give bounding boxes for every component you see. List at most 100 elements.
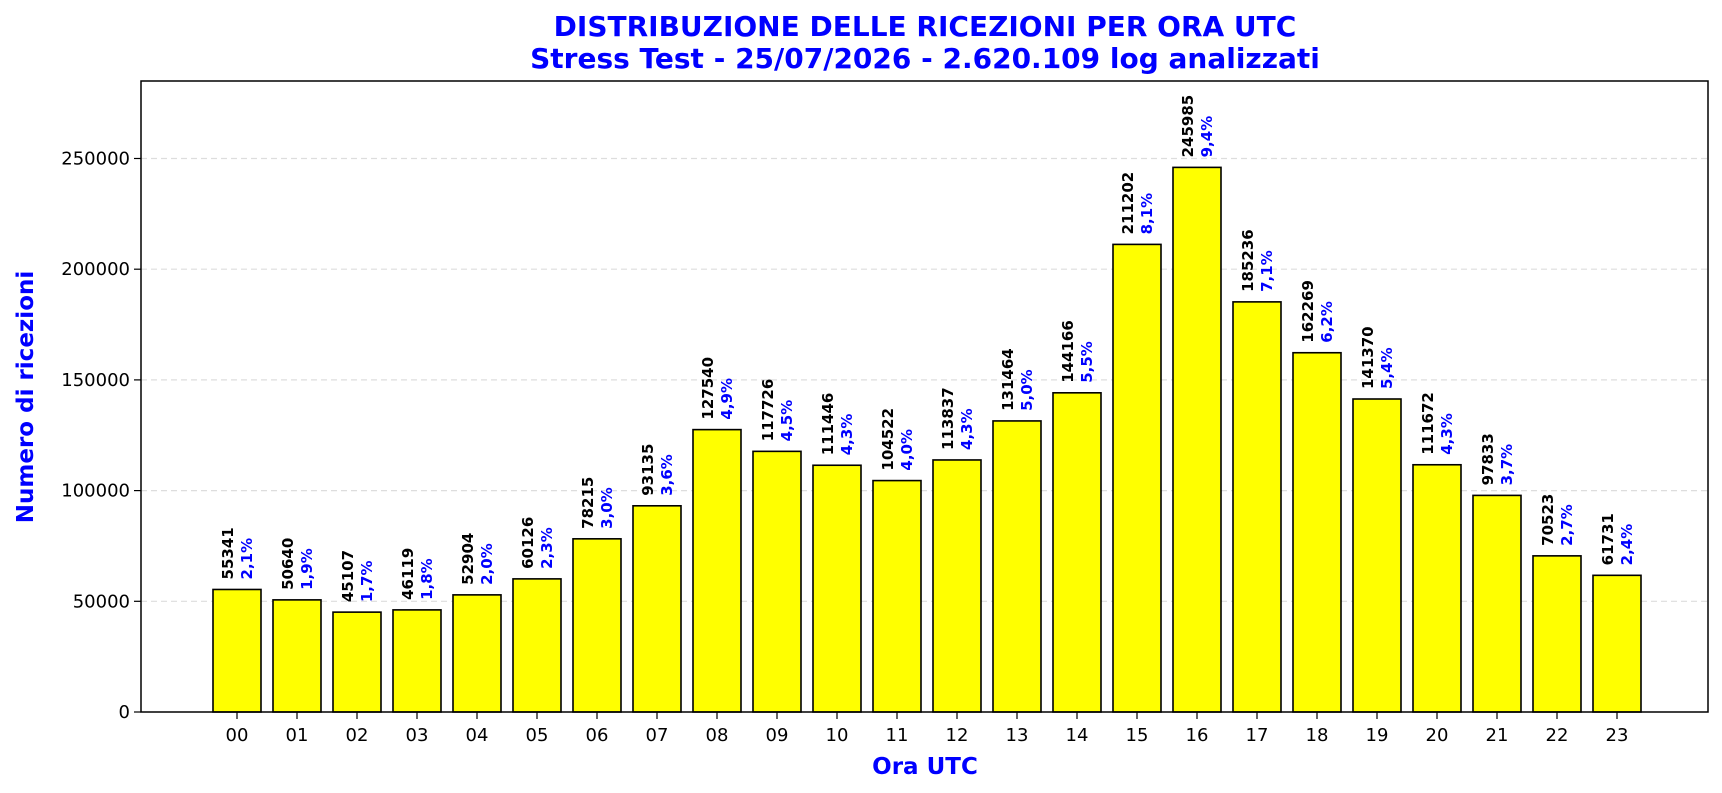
- y-axis-ticks: 0 50000 100000 150000 200000 250000: [61, 148, 141, 723]
- bar-percent-label: 8,1%: [1138, 193, 1156, 235]
- bar-percent-label: 5,0%: [1018, 369, 1036, 411]
- x-tick-label: 09: [766, 725, 789, 746]
- bar-percent-label: 4,3%: [838, 414, 856, 456]
- bar-value-label: 104522: [879, 408, 897, 471]
- bar-value-label: 162269: [1299, 280, 1317, 343]
- bar-value-label: 61731: [1599, 513, 1617, 565]
- bar-value-label: 70523: [1539, 494, 1557, 546]
- y-axis-label: Numero di ricezioni: [13, 271, 39, 523]
- bar-value-label: 144166: [1059, 320, 1077, 383]
- y-tick-label: 150000: [61, 370, 130, 391]
- bars: [212, 166, 1642, 713]
- bar: [692, 428, 742, 713]
- bar-percent-label: 4,0%: [898, 429, 916, 471]
- bar: [752, 450, 802, 713]
- bar-percent-label: 5,5%: [1078, 341, 1096, 383]
- bar: [1112, 243, 1162, 713]
- bar: [1172, 166, 1222, 713]
- y-tick-label: 50000: [73, 591, 130, 612]
- bar-value-label: 127540: [699, 357, 717, 420]
- bar-value-label: 117726: [759, 379, 777, 442]
- bar: [872, 479, 922, 713]
- bar-value-labels: 55341 2,1% 50640 1,9% 45107 1,7% 46119 1,8% 5290…: [219, 95, 1636, 602]
- bar: [572, 538, 622, 713]
- x-tick-label: 05: [526, 725, 549, 746]
- bar: [1232, 301, 1282, 713]
- bar: [512, 578, 562, 713]
- x-tick-label: 06: [586, 725, 609, 746]
- bar-value-label: 111672: [1419, 392, 1437, 455]
- bar-percent-label: 1,8%: [418, 558, 436, 600]
- bar-percent-label: 3,0%: [598, 487, 616, 529]
- chart-subtitle: Stress Test - 25/07/2026 - 2.620.109 log…: [530, 42, 1320, 75]
- bar-value-label: 245985: [1179, 95, 1197, 158]
- bar-value-label: 46119: [399, 548, 417, 600]
- bar-value-label: 113837: [939, 387, 957, 450]
- bar: [212, 588, 262, 713]
- bar: [332, 611, 382, 713]
- bar-value-label: 52904: [459, 533, 477, 585]
- bar: [1412, 463, 1462, 713]
- bar-percent-label: 7,1%: [1258, 250, 1276, 292]
- bar-value-label: 211202: [1119, 172, 1137, 235]
- bar-value-label: 60126: [519, 517, 537, 569]
- bar-percent-label: 4,3%: [1438, 413, 1456, 455]
- bar: [272, 599, 322, 713]
- x-tick-label: 19: [1366, 725, 1389, 746]
- bar-value-label: 78215: [579, 477, 597, 529]
- y-tick-label: 0: [119, 702, 130, 723]
- bar-value-label: 55341: [219, 527, 237, 579]
- bar-percent-label: 2,4%: [1618, 524, 1636, 566]
- x-tick-label: 00: [226, 725, 249, 746]
- x-tick-label: 21: [1486, 725, 1509, 746]
- y-tick-label: 200000: [61, 259, 130, 280]
- bar-value-label: 185236: [1239, 229, 1257, 292]
- chart-title: DISTRIBUZIONE DELLE RICEZIONI PER ORA UT…: [554, 10, 1297, 43]
- bar-value-label: 50640: [279, 538, 297, 590]
- bar-value-label: 97833: [1479, 433, 1497, 485]
- bar-percent-label: 1,7%: [358, 561, 376, 603]
- x-tick-label: 15: [1126, 725, 1149, 746]
- bar-percent-label: 2,3%: [538, 527, 556, 569]
- x-tick-label: 12: [946, 725, 969, 746]
- x-tick-label: 11: [886, 725, 909, 746]
- x-axis-ticks: 00 01 02 03 04 05 06 07 08 09 10 11 12 13 14 15 16 17 18 19…: [226, 712, 1629, 746]
- bar-percent-label: 4,9%: [718, 378, 736, 420]
- bar-value-label: 131464: [999, 348, 1017, 411]
- bar-percent-label: 2,0%: [478, 543, 496, 585]
- bar: [932, 459, 982, 713]
- bar: [1592, 574, 1642, 713]
- y-tick-label: 250000: [61, 148, 130, 169]
- bar-value-label: 141370: [1359, 326, 1377, 389]
- x-tick-label: 07: [646, 725, 669, 746]
- bar: [452, 594, 502, 713]
- bar-percent-label: 5,4%: [1378, 347, 1396, 389]
- bar-percent-label: 2,1%: [238, 538, 256, 580]
- bar-percent-label: 4,3%: [958, 408, 976, 450]
- x-tick-label: 16: [1186, 725, 1209, 746]
- bar-percent-label: 6,2%: [1318, 301, 1336, 343]
- bar-value-label: 93135: [639, 444, 657, 496]
- bar-value-label: 111446: [819, 393, 837, 456]
- bar: [1532, 555, 1582, 713]
- x-tick-label: 03: [406, 725, 429, 746]
- plot-frame: [140, 80, 1709, 713]
- bar-percent-label: 2,7%: [1558, 504, 1576, 546]
- bar-percent-label: 4,5%: [778, 400, 796, 442]
- bar-value-label: 45107: [339, 550, 357, 602]
- bar: [392, 609, 442, 713]
- bar-percent-label: 1,9%: [298, 548, 316, 590]
- bar: [1292, 351, 1342, 713]
- bar: [1472, 494, 1522, 713]
- bar: [992, 420, 1042, 713]
- x-tick-label: 14: [1066, 725, 1089, 746]
- x-axis-label: Ora UTC: [872, 754, 978, 780]
- bar: [1052, 392, 1102, 713]
- x-tick-label: 04: [466, 725, 489, 746]
- bar: [632, 504, 682, 713]
- x-tick-label: 18: [1306, 725, 1329, 746]
- x-tick-label: 23: [1606, 725, 1629, 746]
- bar: [812, 464, 862, 713]
- y-tick-label: 100000: [61, 481, 130, 502]
